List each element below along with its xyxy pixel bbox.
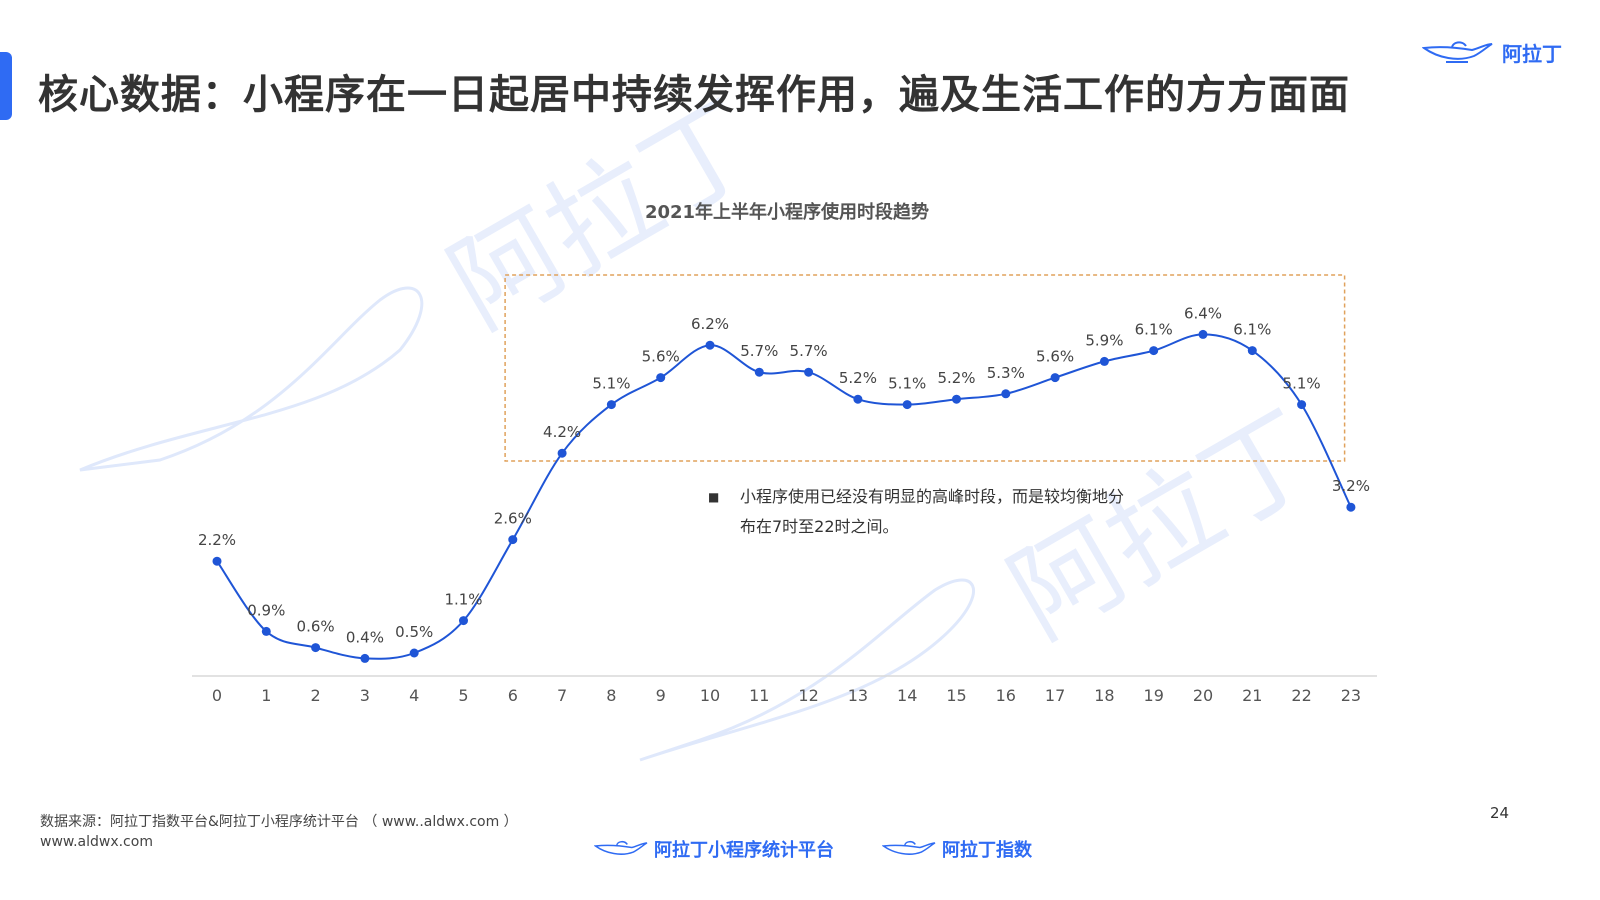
x-tick-label: 8 — [606, 686, 616, 705]
note-bullet: ■ — [708, 490, 720, 504]
data-point — [311, 643, 321, 653]
data-label: 5.1% — [1283, 375, 1321, 393]
x-tick-label: 10 — [700, 686, 720, 705]
data-label: 6.4% — [1184, 304, 1222, 322]
data-point — [606, 400, 616, 410]
x-tick-label: 9 — [656, 686, 666, 705]
x-tick-label: 14 — [897, 686, 917, 705]
data-label: 0.5% — [395, 623, 433, 641]
x-tick-label: 23 — [1341, 686, 1361, 705]
data-label: 1.1% — [444, 591, 482, 609]
x-tick-label: 11 — [749, 686, 769, 705]
data-point — [459, 616, 468, 626]
data-label: 5.9% — [1085, 331, 1123, 349]
x-tick-label: 1 — [261, 686, 271, 705]
x-tick-label: 22 — [1291, 686, 1311, 705]
data-source: 数据来源：阿拉丁指数平台&阿拉丁小程序统计平台 （ www..aldwx.com… — [40, 812, 518, 852]
data-label: 3.2% — [1332, 477, 1370, 495]
x-tick-label: 15 — [946, 686, 966, 705]
x-tick-label: 12 — [798, 686, 818, 705]
data-point — [1198, 329, 1208, 339]
source-url: www.aldwx.com — [40, 834, 153, 850]
data-point — [656, 373, 666, 383]
x-tick-label: 21 — [1242, 686, 1262, 705]
x-tick-label: 6 — [508, 686, 518, 705]
data-label: 5.7% — [790, 342, 828, 360]
lamp-icon — [882, 840, 936, 855]
chart-note: ■ 小程序使用已经没有明显的高峰时段，而是较均衡地分 布在7时至22时之间。 — [708, 482, 1180, 542]
x-tick-label: 5 — [458, 686, 468, 705]
data-label: 2.2% — [198, 531, 236, 549]
data-point — [1297, 400, 1307, 410]
data-label: 6.1% — [1233, 321, 1271, 339]
data-point — [902, 400, 912, 410]
data-point — [1001, 389, 1011, 399]
chart-title: 2021年上半年小程序使用时段趋势 — [645, 201, 929, 223]
lamp-icon — [1422, 41, 1493, 63]
data-label: 6.2% — [691, 315, 729, 333]
data-label: 5.2% — [839, 369, 877, 387]
x-tick-label: 13 — [848, 686, 868, 705]
x-tick-label: 2 — [311, 686, 321, 705]
brand-logo-text: 阿拉丁 — [1502, 41, 1562, 66]
x-tick-label: 3 — [360, 686, 370, 705]
data-point — [1247, 346, 1257, 356]
data-label: 5.1% — [888, 375, 926, 393]
x-tick-label: 16 — [996, 686, 1016, 705]
note-line-2: 布在7时至22时之间。 — [740, 517, 899, 536]
data-point — [261, 626, 271, 636]
x-tick-label: 20 — [1193, 686, 1213, 705]
x-tick-label: 7 — [557, 686, 567, 705]
data-label: 0.9% — [247, 601, 285, 619]
x-tick-label: 19 — [1144, 686, 1164, 705]
data-point — [557, 448, 567, 458]
brand-logo: 阿拉丁 — [1422, 36, 1562, 68]
data-label: 5.7% — [740, 342, 778, 360]
footer-logo-index: 阿拉丁指数 — [882, 836, 1032, 862]
data-label: 5.6% — [1036, 348, 1074, 366]
data-label: 5.6% — [642, 348, 680, 366]
x-tick-label: 0 — [212, 686, 222, 705]
data-point — [705, 340, 715, 350]
x-tick-label: 4 — [409, 686, 419, 705]
highlight-box — [504, 274, 1346, 462]
title-accent-bar — [0, 52, 12, 120]
data-label: 5.3% — [987, 364, 1025, 382]
footer-logo-stats: 阿拉丁小程序统计平台 — [594, 836, 834, 862]
lamp-icon — [594, 840, 648, 855]
data-point — [952, 394, 961, 404]
data-point — [212, 556, 222, 566]
page-title: 核心数据：小程序在一日起居中持续发挥作用，遍及生活工作的方方面面 — [38, 72, 1350, 118]
data-point — [1050, 373, 1060, 383]
footer-logo-index-text: 阿拉丁指数 — [942, 840, 1032, 861]
data-point — [360, 653, 370, 663]
data-point — [508, 535, 518, 545]
data-label: 5.2% — [937, 369, 975, 387]
x-tick-label: 18 — [1094, 686, 1114, 705]
data-point — [409, 648, 419, 658]
footer-logo-stats-text: 阿拉丁小程序统计平台 — [654, 840, 834, 861]
data-point — [1099, 356, 1109, 366]
data-point — [853, 394, 863, 404]
data-label: 2.6% — [494, 510, 532, 528]
data-label: 6.1% — [1135, 321, 1173, 339]
data-point — [1149, 346, 1159, 356]
data-point — [1346, 502, 1356, 512]
source-text: 数据来源：阿拉丁指数平台&阿拉丁小程序统计平台 （ www..aldwx.com… — [40, 814, 518, 830]
data-label: 5.1% — [592, 375, 630, 393]
x-tick-label: 17 — [1045, 686, 1065, 705]
data-point — [754, 367, 764, 377]
data-label: 4.2% — [543, 423, 581, 441]
data-label: 0.4% — [346, 628, 384, 646]
data-point — [804, 367, 814, 377]
page-number: 24 — [1490, 804, 1510, 822]
data-label: 0.6% — [297, 618, 335, 636]
series-line — [216, 333, 1352, 660]
note-line-1: 小程序使用已经没有明显的高峰时段，而是较均衡地分 — [740, 487, 1125, 506]
